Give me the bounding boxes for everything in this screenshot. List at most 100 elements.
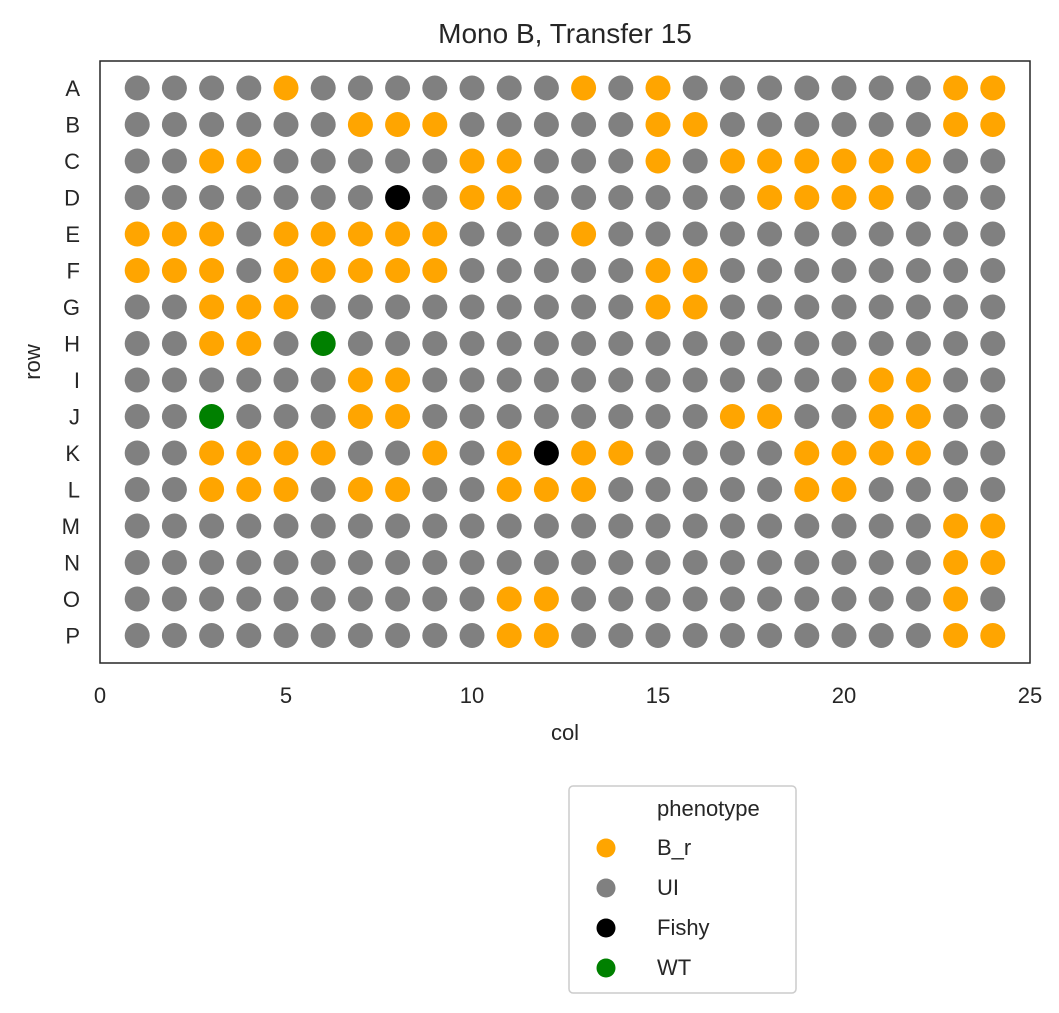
well-point-N18: [757, 550, 783, 575]
well-point-D3: [199, 185, 225, 210]
well-point-B3: [199, 112, 225, 137]
well-point-H9: [422, 331, 448, 356]
well-point-H20: [831, 331, 857, 356]
well-point-I19: [794, 367, 820, 393]
well-point-H19: [794, 331, 820, 356]
well-point-C3: [199, 148, 225, 174]
well-point-K13: [571, 440, 597, 466]
well-point-N8: [385, 550, 411, 575]
well-point-N5: [273, 550, 299, 575]
well-point-G21: [868, 294, 894, 320]
well-point-D13: [571, 185, 597, 210]
well-point-D11: [496, 185, 522, 210]
well-point-E2: [161, 221, 187, 247]
well-point-F17: [719, 258, 745, 283]
well-point-M17: [719, 513, 745, 539]
well-point-I7: [347, 367, 373, 393]
y-tick-label: H: [64, 332, 80, 357]
well-point-O8: [385, 586, 411, 612]
well-point-B1: [124, 112, 150, 137]
well-point-C23: [943, 148, 969, 174]
well-point-K6: [310, 440, 336, 466]
well-point-F8: [385, 258, 411, 283]
well-point-O15: [645, 586, 671, 612]
well-point-D23: [943, 185, 969, 210]
well-point-E9: [422, 221, 448, 247]
legend-marker-fishy: [596, 918, 616, 938]
well-point-M9: [422, 513, 448, 539]
well-point-C14: [608, 148, 634, 174]
well-point-A18: [757, 75, 783, 101]
well-point-A5: [273, 75, 299, 101]
well-point-I16: [682, 367, 708, 393]
well-point-P12: [533, 623, 559, 648]
well-point-A17: [719, 75, 745, 101]
well-point-N6: [310, 550, 336, 575]
well-point-B6: [310, 112, 336, 137]
well-point-C11: [496, 148, 522, 174]
well-point-E7: [347, 221, 373, 247]
well-point-K3: [199, 440, 225, 466]
well-point-J22: [905, 404, 931, 429]
well-point-D10: [459, 185, 485, 210]
legend-marker-ui: [596, 878, 616, 898]
well-point-I17: [719, 367, 745, 393]
well-point-L4: [236, 477, 262, 502]
well-point-B2: [161, 112, 187, 137]
well-point-C7: [347, 148, 373, 174]
well-point-N13: [571, 550, 597, 575]
legend-label: UI: [657, 875, 679, 900]
well-point-I10: [459, 367, 485, 393]
well-point-D2: [161, 185, 187, 210]
well-point-B4: [236, 112, 262, 137]
well-point-F5: [273, 258, 299, 283]
well-point-K14: [608, 440, 634, 466]
well-point-O21: [868, 586, 894, 612]
well-point-J23: [943, 404, 969, 429]
well-point-I15: [645, 367, 671, 393]
well-point-E3: [199, 221, 225, 247]
well-point-N17: [719, 550, 745, 575]
y-tick-label: O: [63, 587, 80, 612]
well-point-N1: [124, 550, 150, 575]
well-point-F4: [236, 258, 262, 283]
well-point-N11: [496, 550, 522, 575]
x-tick-label: 5: [280, 683, 292, 708]
well-point-D4: [236, 185, 262, 210]
well-point-M8: [385, 513, 411, 539]
well-point-J1: [124, 404, 150, 429]
well-point-H6: [310, 331, 336, 356]
well-point-A12: [533, 75, 559, 101]
well-point-L6: [310, 477, 336, 502]
well-point-M18: [757, 513, 783, 539]
well-point-J12: [533, 404, 559, 429]
well-point-D6: [310, 185, 336, 210]
well-point-I4: [236, 367, 262, 393]
well-point-A9: [422, 75, 448, 101]
legend-items: B_r UI Fishy WT: [596, 835, 710, 980]
well-point-F1: [124, 258, 150, 283]
well-point-D7: [347, 185, 373, 210]
well-point-L15: [645, 477, 671, 502]
well-point-K23: [943, 440, 969, 466]
well-point-M14: [608, 513, 634, 539]
well-point-J10: [459, 404, 485, 429]
y-tick-label: I: [74, 368, 80, 393]
well-point-D16: [682, 185, 708, 210]
well-point-P17: [719, 623, 745, 648]
well-point-F9: [422, 258, 448, 283]
well-point-N7: [347, 550, 373, 575]
well-point-G5: [273, 294, 299, 320]
well-point-C19: [794, 148, 820, 174]
well-point-E6: [310, 221, 336, 247]
well-point-K21: [868, 440, 894, 466]
well-point-O20: [831, 586, 857, 612]
well-point-O1: [124, 586, 150, 612]
well-point-K2: [161, 440, 187, 466]
well-point-C6: [310, 148, 336, 174]
well-point-F23: [943, 258, 969, 283]
well-point-M22: [905, 513, 931, 539]
well-point-M24: [980, 513, 1006, 539]
